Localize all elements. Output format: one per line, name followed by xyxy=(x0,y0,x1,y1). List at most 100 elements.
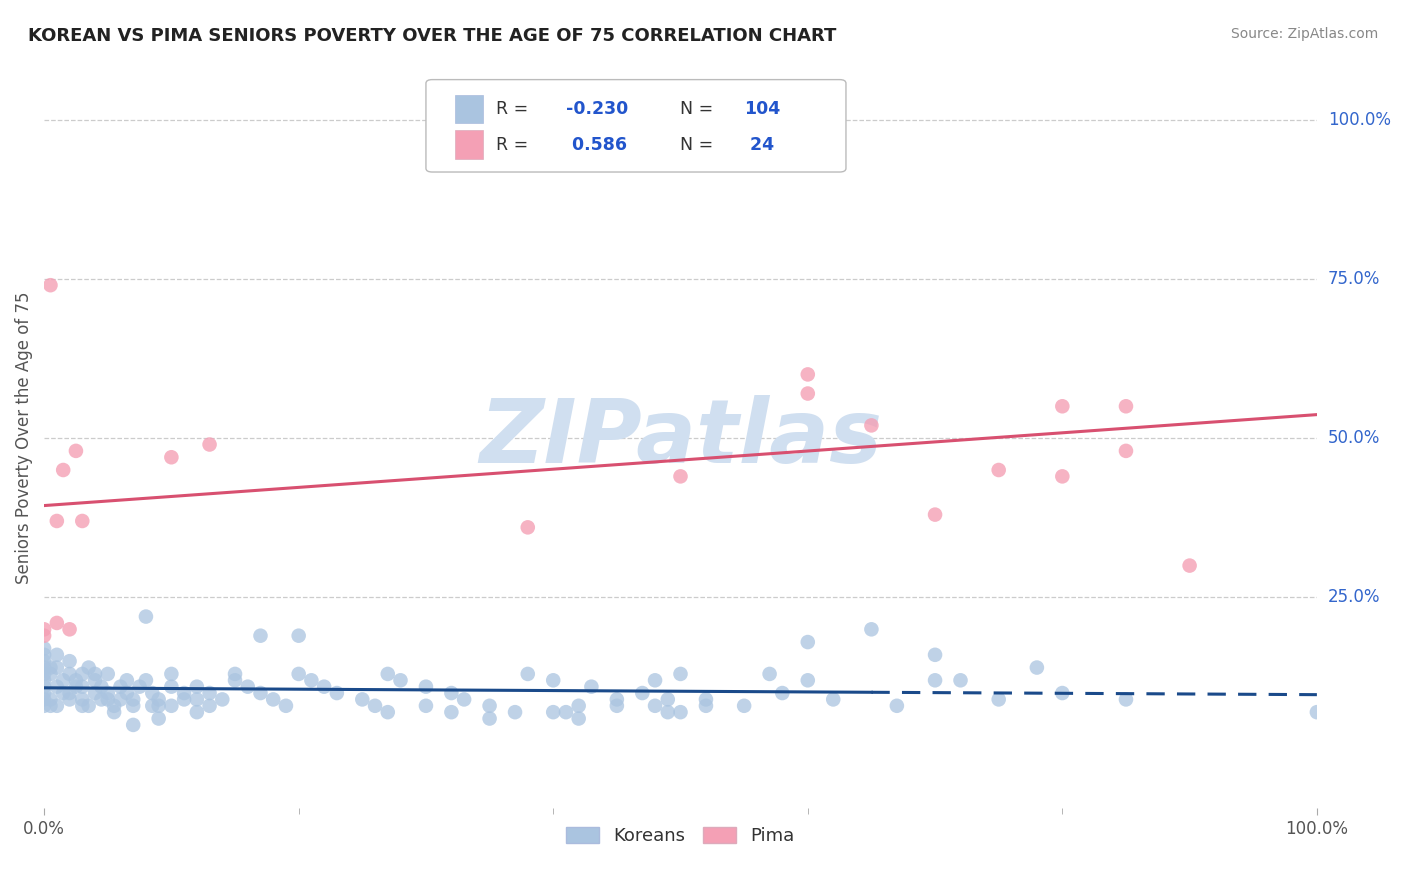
Point xyxy=(770,686,793,700)
Point xyxy=(415,698,437,713)
Text: 24: 24 xyxy=(744,136,775,153)
Point xyxy=(606,692,628,706)
Point xyxy=(274,698,297,713)
Point xyxy=(669,469,692,483)
Point xyxy=(516,520,538,534)
Point xyxy=(45,698,67,713)
Point xyxy=(987,463,1010,477)
Point xyxy=(886,698,908,713)
Point xyxy=(97,667,120,681)
Point xyxy=(733,698,755,713)
Point xyxy=(860,623,883,637)
Point xyxy=(45,615,67,630)
Point xyxy=(58,692,80,706)
Point xyxy=(224,667,246,681)
Point xyxy=(478,698,501,713)
Point xyxy=(52,463,75,477)
Point xyxy=(211,692,233,706)
Point xyxy=(39,667,62,681)
Point xyxy=(72,667,94,681)
Point xyxy=(1052,686,1074,700)
Point xyxy=(32,629,55,643)
Point xyxy=(160,450,183,465)
Point xyxy=(1052,469,1074,483)
Point xyxy=(90,680,112,694)
Point xyxy=(103,698,125,713)
Point xyxy=(32,680,55,694)
Point xyxy=(644,673,666,688)
Point xyxy=(186,680,208,694)
Point xyxy=(39,278,62,293)
Point xyxy=(135,673,157,688)
Point xyxy=(148,692,170,706)
Point xyxy=(103,705,125,719)
Point xyxy=(924,673,946,688)
Point xyxy=(377,705,399,719)
Point xyxy=(198,437,221,451)
Legend: Koreans, Pima: Koreans, Pima xyxy=(557,818,804,855)
Point xyxy=(148,712,170,726)
Point xyxy=(1306,705,1329,719)
Point xyxy=(364,698,387,713)
Point xyxy=(249,629,271,643)
Text: KOREAN VS PIMA SENIORS POVERTY OVER THE AGE OF 75 CORRELATION CHART: KOREAN VS PIMA SENIORS POVERTY OVER THE … xyxy=(28,27,837,45)
Point xyxy=(84,686,107,700)
Point xyxy=(314,680,336,694)
Point xyxy=(45,514,67,528)
Point xyxy=(77,660,100,674)
Point xyxy=(186,692,208,706)
Point xyxy=(797,673,820,688)
Point xyxy=(90,692,112,706)
Point xyxy=(415,680,437,694)
Point xyxy=(1115,443,1137,458)
Point xyxy=(39,692,62,706)
Point xyxy=(1115,692,1137,706)
Text: R =: R = xyxy=(496,136,534,153)
Text: N =: N = xyxy=(681,100,720,118)
Point xyxy=(949,673,972,688)
Point xyxy=(45,660,67,674)
Point xyxy=(97,686,120,700)
Point xyxy=(516,667,538,681)
Point xyxy=(377,667,399,681)
Text: ZIPatlas: ZIPatlas xyxy=(479,394,882,482)
Point xyxy=(72,698,94,713)
Point xyxy=(924,648,946,662)
Point xyxy=(797,635,820,649)
Point xyxy=(224,673,246,688)
Point xyxy=(987,692,1010,706)
Point xyxy=(860,418,883,433)
Point xyxy=(58,667,80,681)
Point xyxy=(39,698,62,713)
Point xyxy=(173,686,195,700)
Point xyxy=(236,680,259,694)
FancyBboxPatch shape xyxy=(426,79,846,172)
Point xyxy=(541,673,564,688)
Point xyxy=(1178,558,1201,573)
Point xyxy=(186,705,208,719)
Point xyxy=(440,686,463,700)
Point xyxy=(115,673,138,688)
Point xyxy=(110,692,132,706)
Point xyxy=(141,698,163,713)
Point xyxy=(160,680,183,694)
Point xyxy=(32,623,55,637)
Point xyxy=(606,698,628,713)
Point xyxy=(606,138,628,153)
Point xyxy=(657,705,679,719)
Point xyxy=(84,667,107,681)
Point xyxy=(110,680,132,694)
FancyBboxPatch shape xyxy=(456,95,484,123)
Point xyxy=(695,692,717,706)
Text: R =: R = xyxy=(496,100,534,118)
Point xyxy=(72,514,94,528)
Point xyxy=(45,680,67,694)
Point xyxy=(453,692,475,706)
Point xyxy=(823,692,845,706)
Point xyxy=(128,680,150,694)
Point xyxy=(1052,399,1074,413)
Point xyxy=(797,386,820,401)
FancyBboxPatch shape xyxy=(456,130,484,159)
Point xyxy=(84,673,107,688)
Point xyxy=(72,680,94,694)
